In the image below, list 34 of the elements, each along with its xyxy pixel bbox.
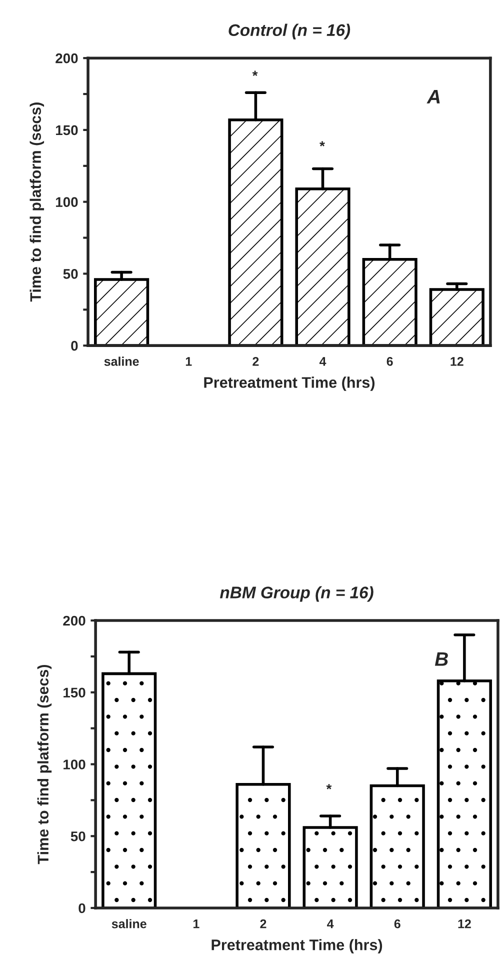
y-tick-label: 100 <box>56 197 78 207</box>
y-tick-label: 50 <box>70 831 86 842</box>
annotation: * <box>320 141 325 146</box>
chart-title: nBM Group (n = 16) <box>220 586 374 602</box>
y-tick-label: 200 <box>63 616 86 626</box>
x-tick-label: 4 <box>319 357 326 366</box>
x-tick-label: 4 <box>327 920 334 928</box>
y-tick-label: 0 <box>71 340 78 351</box>
y-tick-label: 100 <box>64 760 86 770</box>
annotation: A <box>426 90 440 104</box>
x-tick-label: 6 <box>394 919 400 928</box>
y-tick-label: 50 <box>63 269 78 279</box>
y-axis-title: Time to find platform (secs) <box>37 664 52 864</box>
x-tick-label: 1 <box>193 920 200 928</box>
annotation: * <box>252 70 258 76</box>
y-tick-label: 0 <box>78 903 86 914</box>
x-tick-label: saline <box>104 356 139 366</box>
x-tick-label: saline <box>112 919 146 928</box>
x-tick-label: 2 <box>260 919 266 928</box>
y-tick-label: 200 <box>56 53 78 64</box>
x-tick-label: 12 <box>458 919 471 928</box>
annotation: * <box>326 784 332 790</box>
x-axis-title: Pretreatment Time (hrs) <box>204 376 375 391</box>
x-tick-label: 6 <box>386 357 393 366</box>
bar <box>429 288 484 346</box>
x-tick-label: 2 <box>252 357 259 366</box>
y-tick-label: 150 <box>64 688 86 698</box>
x-tick-label: 1 <box>186 357 192 366</box>
x-axis-title: Pretreatment Time (hrs) <box>212 939 382 954</box>
x-tick-label: 12 <box>450 357 464 366</box>
chart-title: Control (n = 16) <box>228 24 350 40</box>
y-axis-title: Time to find platform (secs) <box>30 102 44 302</box>
annotation: B <box>434 652 448 666</box>
y-tick-label: 150 <box>56 125 78 136</box>
